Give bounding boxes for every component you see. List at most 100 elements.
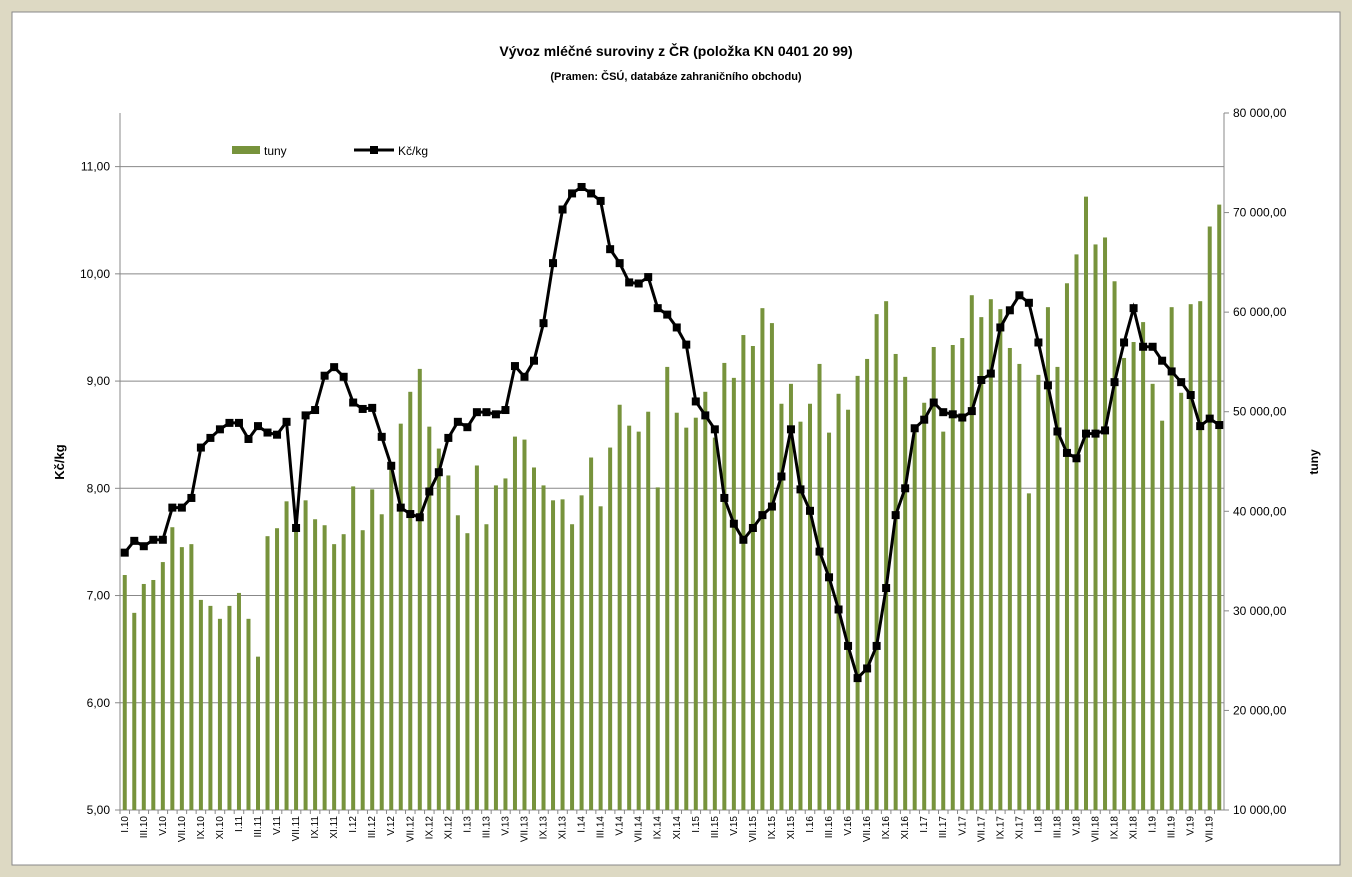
marker: [463, 423, 472, 432]
marker: [1215, 421, 1224, 430]
x-tick-label: IX.13: [539, 816, 550, 840]
marker: [672, 323, 681, 332]
marker: [244, 434, 253, 443]
x-tick-label: V.16: [843, 816, 854, 836]
bar: [912, 431, 917, 810]
x-tick-label: IX.11: [310, 816, 321, 839]
bar: [941, 431, 946, 810]
x-tick-label: III.10: [139, 816, 150, 839]
bar: [884, 301, 889, 810]
x-tick-label: XI.15: [786, 816, 797, 840]
bar: [693, 417, 698, 810]
bar: [436, 448, 441, 810]
marker: [1110, 378, 1119, 387]
y2-tick-label: 70 000,00: [1233, 206, 1287, 220]
marker: [406, 510, 415, 519]
bar: [474, 465, 479, 810]
bar: [389, 463, 394, 810]
x-tick-label: V.15: [729, 816, 740, 836]
x-tick-label: V.12: [386, 816, 397, 836]
bar: [684, 427, 689, 810]
bar: [617, 404, 622, 810]
bar: [465, 533, 470, 810]
marker: [720, 493, 729, 502]
marker: [1043, 381, 1052, 390]
x-tick-label: III.15: [710, 816, 721, 839]
marker: [986, 369, 995, 378]
marker: [1196, 422, 1205, 431]
marker: [387, 461, 396, 470]
marker: [1167, 367, 1176, 376]
marker: [863, 664, 872, 673]
x-tick-label: VII.18: [1091, 816, 1102, 843]
bar: [265, 536, 270, 810]
marker: [825, 573, 834, 582]
x-tick-label: VII.12: [405, 816, 416, 843]
marker: [234, 418, 243, 427]
bar: [1179, 392, 1184, 810]
bar: [1064, 283, 1069, 810]
marker: [501, 406, 510, 415]
bar: [636, 431, 641, 810]
bar: [855, 375, 860, 810]
marker: [910, 424, 919, 433]
bar: [417, 368, 422, 810]
y-tick-label: 6,00: [87, 696, 111, 710]
y2-tick-label: 10 000,00: [1233, 803, 1287, 817]
bar: [760, 308, 765, 810]
marker: [491, 410, 500, 419]
marker: [882, 584, 891, 593]
x-tick-label: III.18: [1052, 816, 1063, 839]
marker: [596, 196, 605, 205]
x-tick-label: XI.12: [443, 816, 454, 840]
bar: [541, 485, 546, 810]
bar: [598, 506, 603, 810]
bar: [722, 362, 727, 810]
x-tick-label: XI.16: [900, 816, 911, 840]
bar: [1131, 342, 1136, 810]
x-tick-label: I.11: [234, 816, 245, 832]
marker: [301, 411, 310, 420]
bar: [294, 511, 299, 810]
bar: [227, 605, 232, 810]
bar: [1188, 304, 1193, 810]
marker: [958, 413, 967, 422]
bar: [1103, 237, 1108, 810]
marker: [929, 398, 938, 407]
x-tick-label: XI.14: [672, 816, 683, 840]
bar: [1007, 347, 1012, 810]
x-tick-label: VII.17: [976, 816, 987, 843]
x-tick-label: I.12: [348, 816, 359, 833]
marker: [1205, 414, 1214, 423]
bar: [1207, 226, 1212, 811]
bar: [1160, 420, 1165, 810]
bar: [503, 478, 508, 810]
marker: [330, 363, 339, 372]
marker: [872, 641, 881, 650]
marker: [120, 548, 129, 557]
marker: [767, 502, 776, 511]
x-tick-label: III.19: [1167, 816, 1178, 839]
marker: [996, 323, 1005, 332]
bar: [570, 524, 575, 810]
marker: [530, 356, 538, 365]
bar: [950, 345, 955, 810]
marker: [1072, 454, 1081, 463]
bar: [1036, 374, 1041, 810]
x-tick-label: I.10: [120, 816, 131, 833]
x-tick-label: XI.18: [1129, 816, 1140, 840]
x-tick-label: III.12: [367, 816, 378, 839]
bar: [922, 402, 927, 810]
bar: [179, 547, 184, 810]
marker: [1005, 306, 1014, 315]
bar: [836, 393, 841, 810]
bar: [189, 544, 194, 810]
x-tick-label: VII.11: [291, 816, 302, 842]
marker: [615, 259, 624, 268]
marker: [311, 406, 320, 415]
marker: [1158, 356, 1167, 365]
x-tick-label: V.10: [158, 816, 169, 836]
x-tick-label: V.14: [615, 816, 626, 836]
bar: [1217, 204, 1222, 810]
bar: [874, 314, 879, 810]
